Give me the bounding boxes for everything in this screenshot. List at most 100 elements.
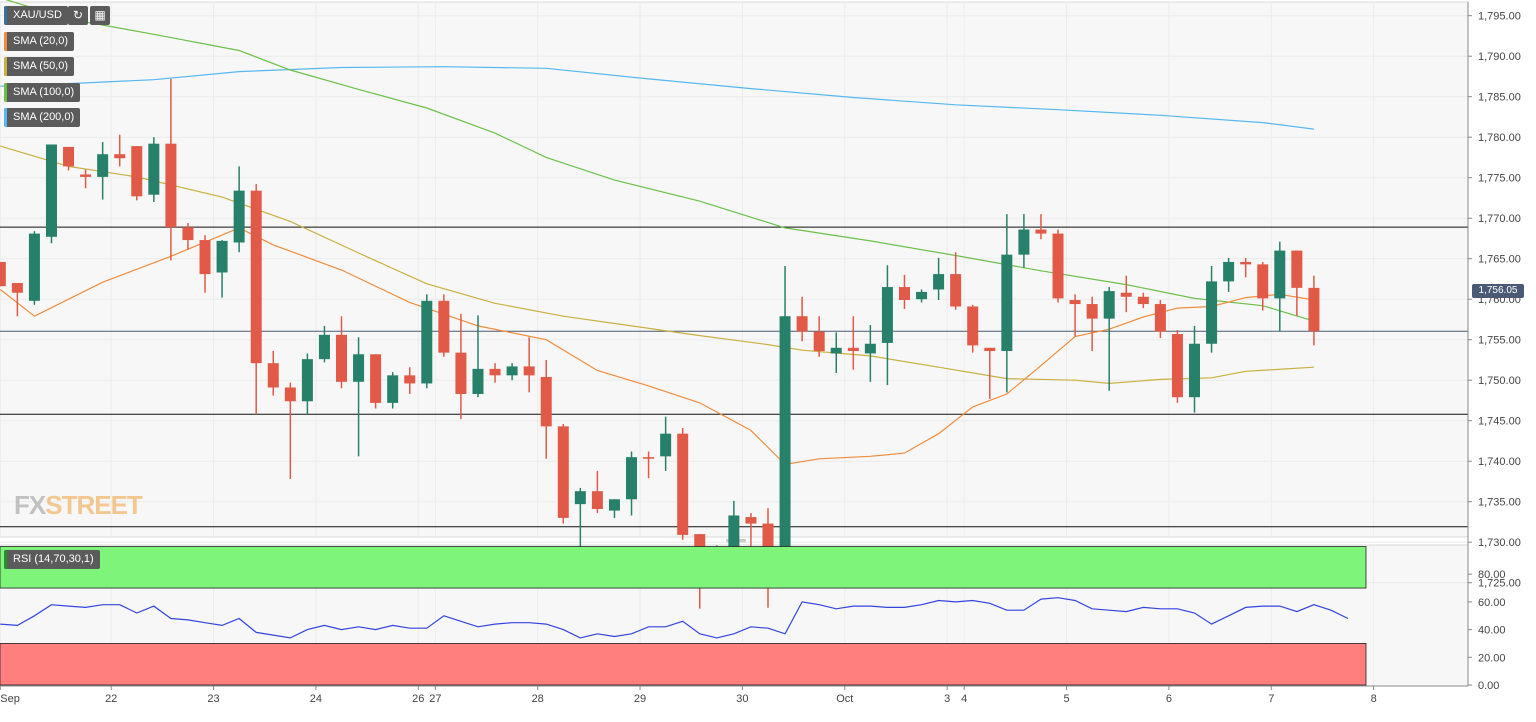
candle-body [984,347,996,352]
candle [387,372,399,409]
candle [404,367,416,394]
candle [233,166,245,253]
candle-body [97,154,109,177]
sma20-label-text: SMA (20,0) [13,35,69,47]
symbol-text: XAU/USD [13,9,62,21]
candle-body [813,331,825,352]
candle [557,423,569,524]
candle-body [318,334,330,360]
price-axis-label: 1,785.00 [1478,92,1521,104]
price-axis-label: 1,795.00 [1478,11,1521,23]
sma50-label[interactable]: SMA (50,0) [4,57,75,76]
candle [165,78,177,261]
time-axis-label: 23 [207,693,219,705]
price-axis-label: 1,755.00 [1478,335,1521,347]
candle [1052,229,1064,303]
time-axis-label: 6 [1166,693,1172,705]
candle-body [284,387,296,402]
fxstreet-logo: FXSTREET [14,490,143,521]
rsi-oversold-zone [0,643,1367,686]
sma20-line [0,227,1314,466]
sma20-swatch [4,32,7,51]
time-axis-label: 8 [1371,693,1377,705]
price-axis-label: 1,780.00 [1478,132,1521,144]
rsi-axis-label: 60.00 [1478,597,1506,609]
candle [1189,325,1200,413]
candle [643,451,655,479]
rsi-label[interactable]: RSI (14,70,30,1) [4,550,100,569]
candle [864,325,876,382]
candle [728,500,740,552]
candle [626,451,638,516]
candle [489,363,501,383]
candle [523,337,535,393]
candle [1103,287,1115,391]
candle [182,223,194,250]
candle [80,169,92,189]
candle-body [1103,291,1115,319]
candle-body [1189,343,1200,398]
candle-body [199,240,211,275]
candle [250,184,262,415]
candle [677,427,689,540]
sma200-swatch [4,108,7,127]
logo-part-fx: FX [14,490,46,520]
candle [370,354,382,409]
sma100-label-text: SMA (100,0) [13,86,75,98]
candle-body [933,274,945,290]
candle-body [353,354,365,382]
rsi-label-text: RSI (14,70,30,1) [13,553,94,565]
candle [1206,265,1218,353]
candle-body [1274,250,1286,299]
current-price-tag: 1,756.05 [1472,284,1524,298]
candle-body [898,287,910,301]
calendar-icon[interactable]: ▦ [90,6,110,25]
sma200-label[interactable]: SMA (200,0) [4,108,81,127]
symbol-label[interactable]: XAU/USD [4,6,68,25]
candle-body [370,354,382,403]
candle [131,146,143,201]
candle [114,134,126,167]
price-axis-label: 1,770.00 [1478,213,1521,225]
candle-body [267,363,279,388]
candle [796,296,808,342]
candle-body [182,227,194,241]
candle [11,283,23,317]
candle [301,353,313,415]
candle [1257,261,1269,311]
candle-body [404,375,416,384]
candle [1137,292,1149,309]
price-axis-label: 1,735.00 [1478,497,1521,509]
candle [540,359,552,459]
candle [284,382,296,480]
candle-body [131,146,143,197]
price-axis-label: 1,775.00 [1478,173,1521,185]
price-axis-label: 1,790.00 [1478,51,1521,63]
sma20-label[interactable]: SMA (20,0) [4,32,75,51]
rsi-axis-label: 20.00 [1478,652,1506,664]
symbol-color-swatch [4,6,7,25]
time-axis-label: Oct [836,693,853,705]
time-axis-label: 26 [412,693,424,705]
candle [574,487,586,557]
candle [1171,329,1183,403]
time-axis-label: 29 [634,693,646,705]
price-axis-label: 1,730.00 [1478,537,1521,549]
sma100-label[interactable]: SMA (100,0) [4,83,81,102]
candle-body [45,144,57,237]
candle-body [1035,229,1047,234]
candle [438,294,450,357]
refresh-icon[interactable]: ↻ [68,6,88,25]
candle-body [847,347,859,352]
candle [63,146,75,171]
rsi-swatch [4,550,7,569]
candle [984,347,996,399]
candle-body [63,146,75,167]
candle [318,325,330,363]
candle [813,316,825,357]
candle [148,137,160,202]
candle [97,142,109,200]
candle [779,265,791,582]
rsi-line [0,597,1349,639]
candle-body [336,334,347,382]
